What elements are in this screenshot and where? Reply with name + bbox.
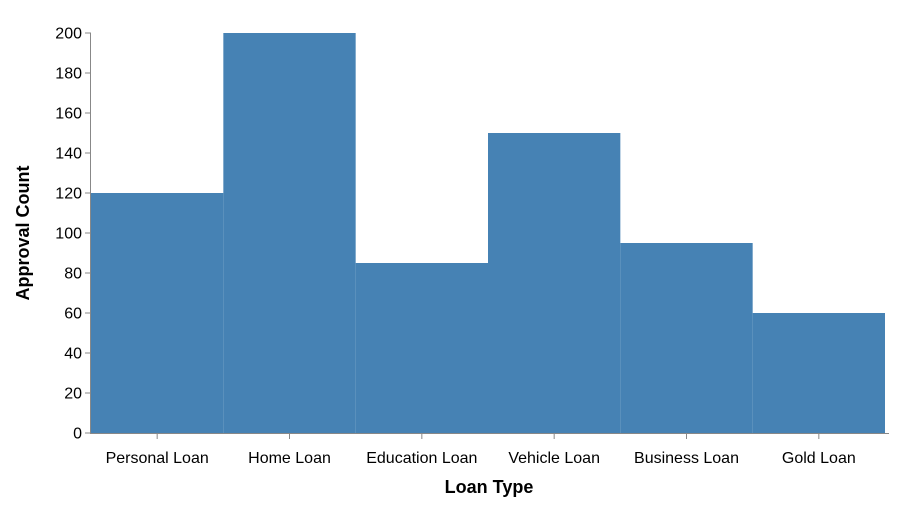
y-tick-label: 40: [64, 346, 82, 363]
x-axis: Personal Loan Home Loan Education Loan Vehi…: [90, 433, 889, 467]
y-tick-label: 80: [64, 266, 82, 283]
x-tick-label-gold-loan: Gold Loan: [782, 450, 856, 467]
bar-gold-loan: [752, 313, 885, 433]
bar-vehicle-loan: [488, 133, 621, 433]
y-tick-label: 0: [73, 426, 82, 443]
x-tick-label-personal-loan: Personal Loan: [106, 450, 209, 467]
x-tick-label-home-loan: Home Loan: [248, 450, 331, 467]
y-tick-label: 180: [55, 66, 82, 83]
x-tick-label-vehicle-loan: Vehicle Loan: [508, 450, 600, 467]
y-tick-label: 160: [55, 106, 82, 123]
y-tick-label: 200: [55, 26, 82, 43]
y-tick-label: 100: [55, 226, 82, 243]
x-tick-label-education-loan: Education Loan: [366, 450, 477, 467]
y-tick-label: 140: [55, 146, 82, 163]
x-tick-label-business-loan: Business Loan: [634, 450, 739, 467]
bars-group: [91, 33, 885, 433]
y-axis-title: Approval Count: [13, 166, 33, 301]
x-axis-title: Loan Type: [445, 477, 534, 497]
bar-personal-loan: [91, 193, 224, 433]
bar-business-loan: [620, 243, 753, 433]
y-tick-label: 60: [64, 306, 82, 323]
y-axis: 0 20 40 60 80 100 120 140 160 180 200: [55, 26, 91, 443]
bar-home-loan: [223, 33, 356, 433]
bar-education-loan: [355, 263, 488, 433]
y-tick-label: 20: [64, 386, 82, 403]
y-tick-label: 120: [55, 186, 82, 203]
